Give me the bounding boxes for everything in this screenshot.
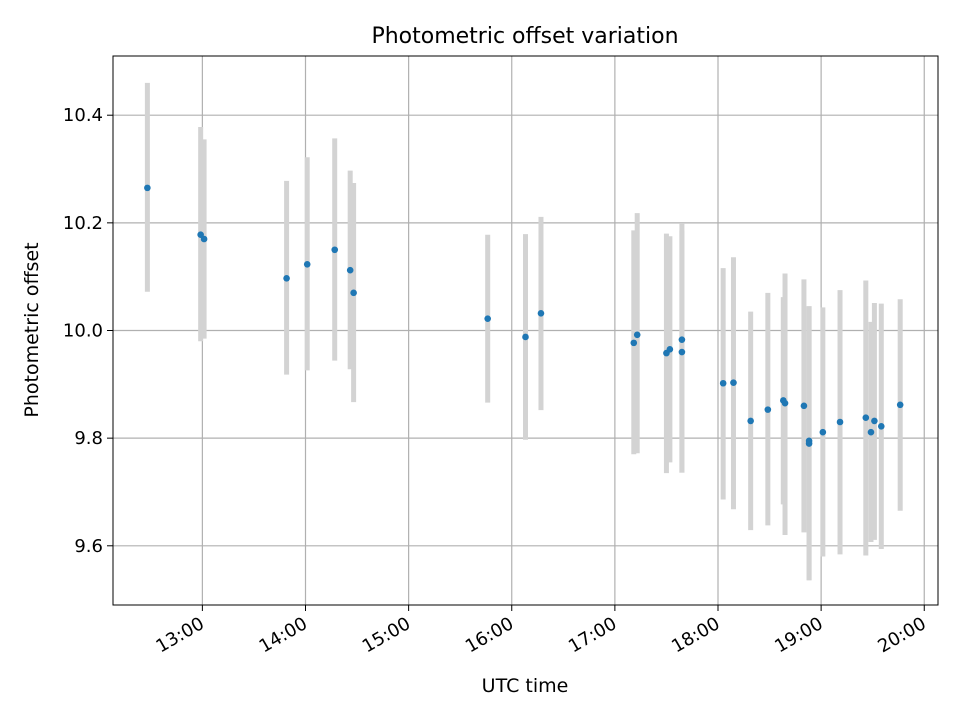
data-point [871,417,878,425]
x-axis-label: UTC time [482,675,569,697]
data-points [144,184,904,447]
data-point [200,235,208,243]
grid [113,56,938,605]
data-point [633,331,641,339]
data-point [303,260,311,268]
chart-title: Photometric offset variation [371,24,678,49]
data-point [522,333,529,341]
y-tick-label: 10.4 [63,105,103,126]
data-point [678,336,686,343]
data-point [666,346,674,353]
data-point [805,440,813,447]
y-axis-ticks: 9.6 9.8 10.0 10.2 10.4 [63,105,113,557]
data-point [836,418,844,426]
data-point [747,417,754,425]
data-point [730,379,737,387]
data-point [537,309,545,317]
y-tick-label: 10.0 [63,321,103,342]
y-tick-label: 9.8 [74,428,103,449]
y-axis-label: Photometric offset [21,242,43,417]
data-point [331,246,339,254]
data-point [781,399,789,407]
data-point [484,315,491,322]
data-point [819,428,827,436]
data-point [764,406,772,413]
data-point [896,401,904,409]
data-point [346,266,354,274]
y-tick-label: 10.2 [63,213,103,234]
data-point [678,348,686,356]
data-point [867,428,875,436]
data-point [800,402,808,410]
data-point [877,423,885,430]
data-point [719,379,727,387]
y-tick-label: 9.6 [74,536,103,557]
data-point [144,184,151,192]
data-point [283,274,290,282]
data-point [630,339,638,347]
data-point [862,414,870,421]
data-point [350,289,357,297]
